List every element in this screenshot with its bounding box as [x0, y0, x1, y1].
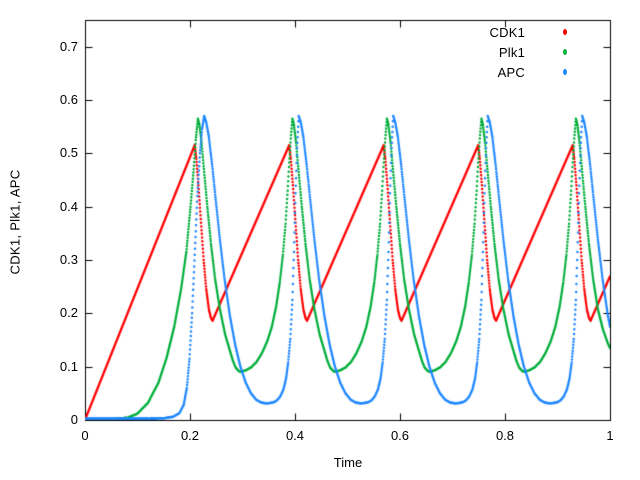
y-tick-label-0.1: 0.1 — [59, 358, 78, 374]
legend-label-plk1: Plk1 — [498, 44, 525, 60]
y-tick-label-0.5: 0.5 — [59, 145, 78, 161]
y-tick-label-0.7: 0.7 — [59, 38, 78, 54]
y-tick-label-0.2: 0.2 — [59, 305, 78, 321]
legend-label-cdk1: CDK1 — [489, 24, 525, 40]
legend-row-cdk1: CDK1 — [420, 22, 568, 42]
x-tick-label-0.2: 0.2 — [180, 428, 200, 443]
x-tick-label-0.6: 0.6 — [390, 428, 410, 443]
legend-marker-cdk1-dot-icon — [563, 29, 567, 35]
legend-row-apc: APC — [420, 62, 568, 82]
legend-marker-apc-dot-icon — [563, 69, 567, 75]
x-tick-label-1: 1 — [606, 428, 614, 443]
x-axis-title: Time — [333, 455, 363, 470]
y-tick-label-0.4: 0.4 — [59, 198, 78, 214]
legend-marker-plk1-dot-icon — [563, 49, 567, 55]
y-tick-label-0.6: 0.6 — [59, 92, 78, 107]
y-tick-label-0: 0 — [70, 412, 78, 427]
legend-row-plk1: Plk1 — [420, 42, 568, 62]
x-tick-label-0.4: 0.4 — [285, 428, 305, 443]
y-tick-label-0.3: 0.3 — [59, 252, 78, 267]
legend: CDK1 Plk1 APC — [420, 22, 568, 82]
x-tick-label-0.8: 0.8 — [495, 428, 515, 443]
x-tick-label-0: 0 — [81, 428, 89, 443]
legend-label-apc: APC — [497, 64, 525, 80]
